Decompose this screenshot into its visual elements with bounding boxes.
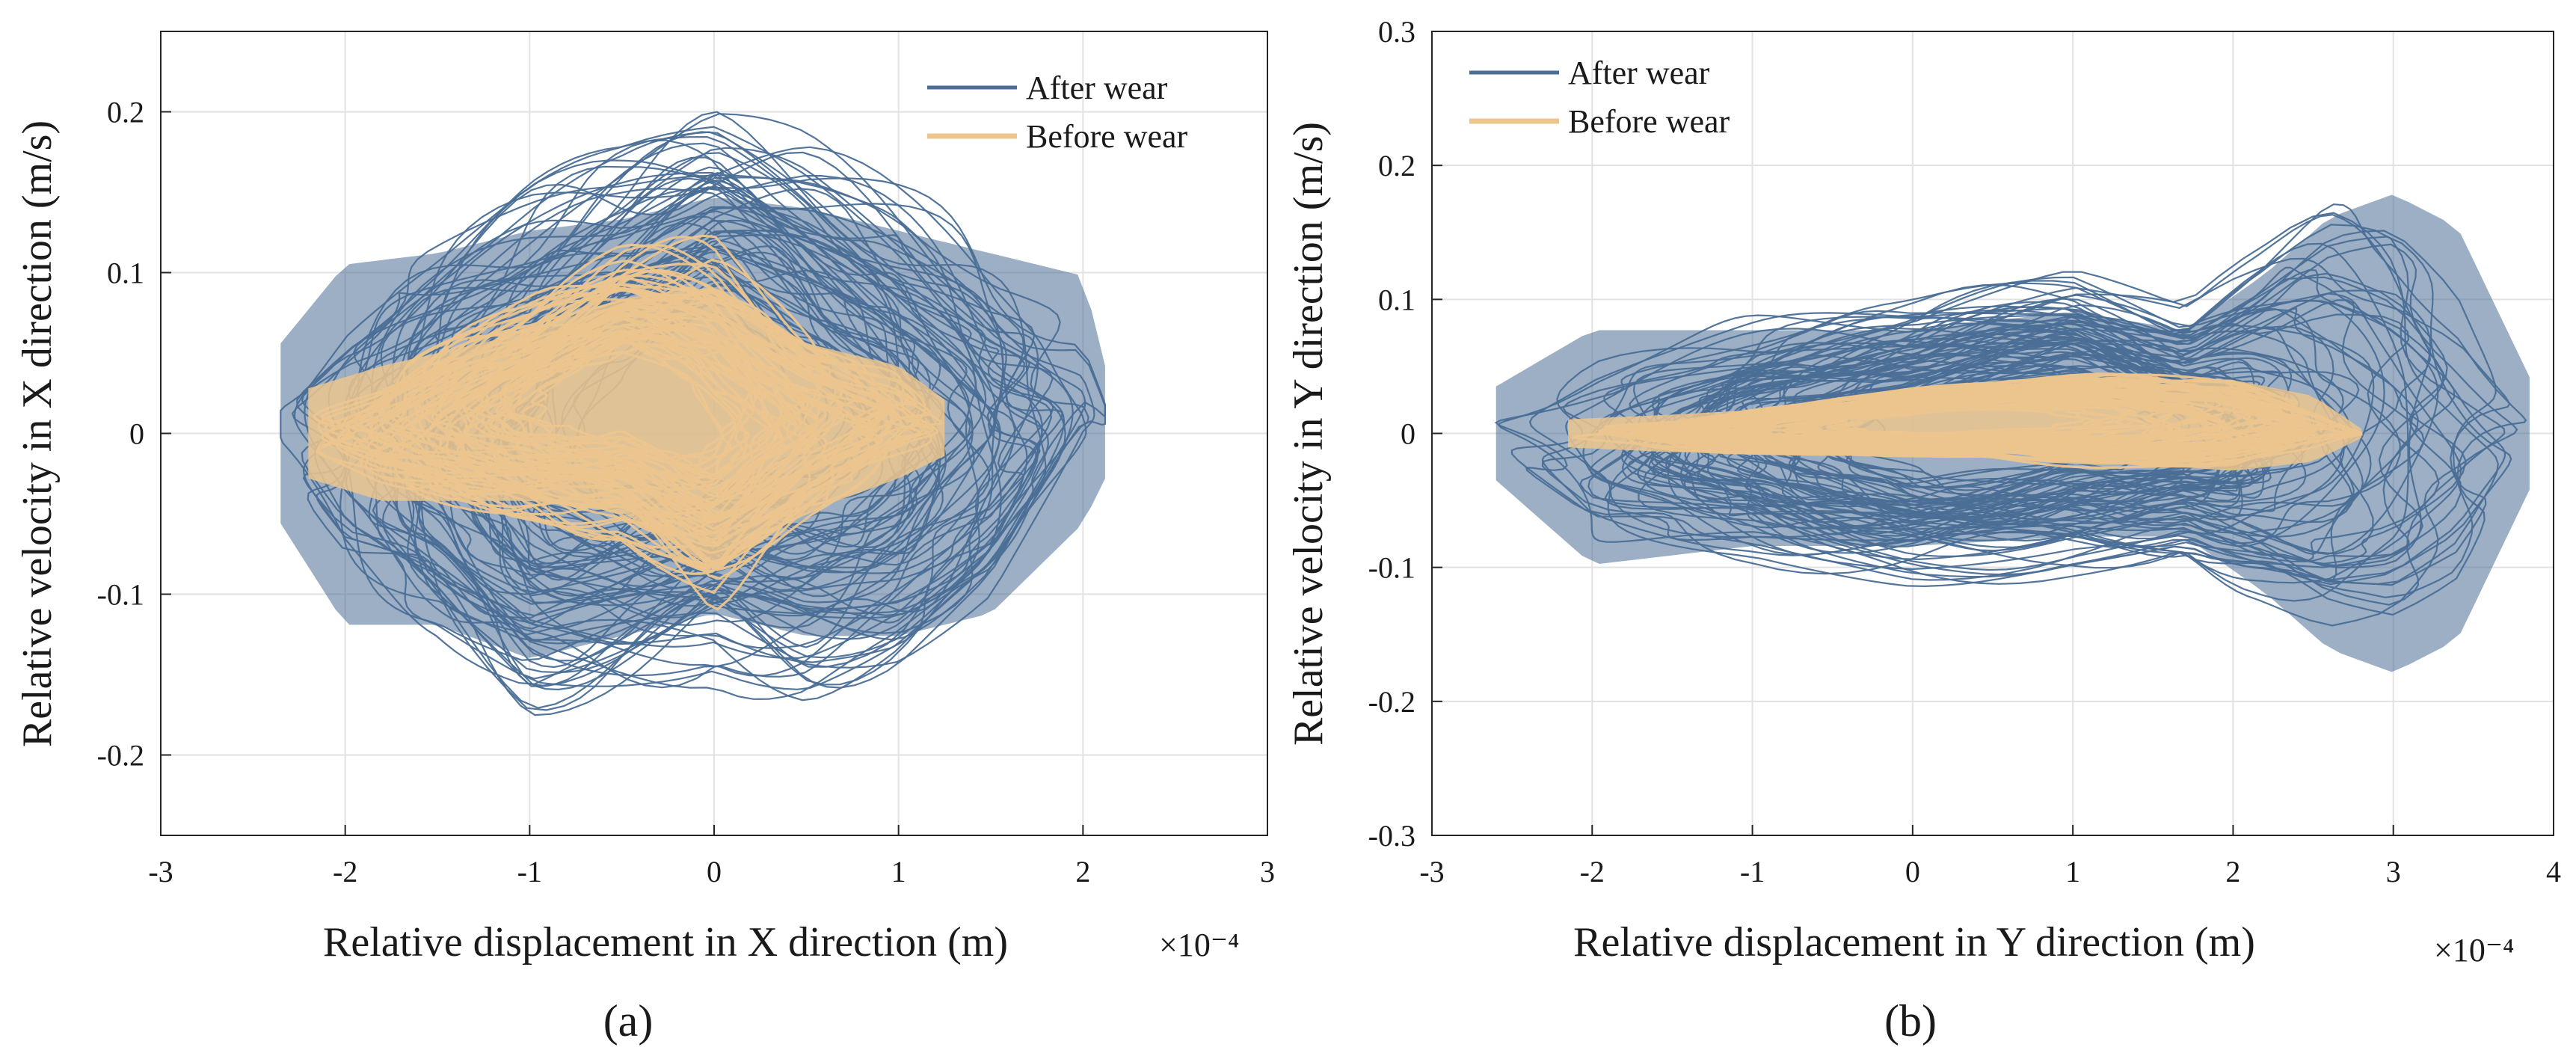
trajectory-loop bbox=[1807, 396, 2209, 444]
trajectory-loop bbox=[1582, 242, 2409, 602]
trajectory-loop bbox=[1729, 389, 2225, 448]
trajectory-loop bbox=[412, 298, 809, 530]
trajectory-loop bbox=[502, 338, 779, 479]
panel-a-x-ticks: -3 -2 -1 0 1 2 3 bbox=[148, 825, 1275, 888]
legend-label-before-wear: Before wear bbox=[1568, 103, 1730, 140]
panel-b-x-ticks: -3 -2 -1 0 1 2 3 4 bbox=[1419, 825, 2561, 888]
panel-a-y-ticks: -0.2 -0.1 0 0.1 0.2 bbox=[97, 96, 171, 773]
trajectory-loop bbox=[431, 307, 783, 498]
x-tick-label: -3 bbox=[1419, 855, 1444, 888]
y-tick-label: 0.1 bbox=[107, 257, 144, 290]
y-tick-label: 0.2 bbox=[107, 96, 144, 129]
y-tick-label: -0.2 bbox=[97, 739, 144, 773]
x-tick-label: -2 bbox=[333, 855, 357, 888]
trajectory-loop bbox=[489, 341, 770, 476]
trajectory-loop bbox=[353, 289, 896, 563]
panel-a-y-axis-label: Relative velocity in X direction (m/s) bbox=[14, 120, 61, 747]
legend-label-after-wear: After wear bbox=[1026, 70, 1168, 106]
y-tick-label: -0.3 bbox=[1368, 819, 1415, 853]
legend-label-after-wear: After wear bbox=[1568, 55, 1710, 91]
x-tick-label: 1 bbox=[2065, 855, 2080, 888]
panel-b-x-exponent-label: ×10⁻⁴ bbox=[2434, 932, 2514, 969]
y-tick-label: -0.1 bbox=[97, 578, 144, 612]
x-tick-label: 1 bbox=[891, 855, 906, 888]
trajectory-loop bbox=[385, 316, 819, 531]
trajectory-loop bbox=[1589, 327, 2344, 542]
trajectory-loop bbox=[399, 289, 836, 548]
x-tick-label: 2 bbox=[2225, 855, 2240, 888]
y-tick-label: -0.1 bbox=[1368, 551, 1415, 585]
trajectory-loop bbox=[315, 288, 885, 547]
x-tick-label: 2 bbox=[1075, 855, 1090, 888]
x-tick-label: 4 bbox=[2546, 855, 2561, 888]
x-tick-label: -2 bbox=[1580, 855, 1605, 888]
y-tick-label: -0.2 bbox=[1368, 685, 1415, 719]
trajectory-loop bbox=[1602, 379, 2363, 470]
y-tick-label: 0 bbox=[1401, 417, 1415, 451]
trajectory-loop bbox=[390, 268, 891, 536]
panel-b-legend: After wear Before wear bbox=[1469, 55, 1730, 140]
trajectory-loop bbox=[293, 126, 1066, 690]
trajectory-loop bbox=[486, 334, 723, 467]
trajectory-loop bbox=[1541, 276, 2462, 584]
y-tick-label: 0.3 bbox=[1378, 15, 1415, 49]
trajectory-loop bbox=[530, 344, 751, 478]
trajectory-loop bbox=[462, 303, 834, 504]
panel-a-series-before-wear bbox=[308, 234, 945, 611]
trajectory-loop bbox=[414, 275, 897, 535]
panel-a-x-exponent-label: ×10⁻⁴ bbox=[1159, 927, 1239, 963]
panel-b-y-ticks: -0.3 -0.2 -0.1 0 0.1 0.2 0.3 bbox=[1368, 15, 1442, 853]
trajectory-loop bbox=[496, 326, 802, 494]
y-tick-label: 0.1 bbox=[1378, 283, 1415, 316]
x-tick-label: 3 bbox=[2386, 855, 2401, 888]
legend-label-before-wear: Before wear bbox=[1026, 118, 1188, 155]
x-tick-label: 0 bbox=[1905, 855, 1920, 888]
panel-a-legend: After wear Before wear bbox=[927, 70, 1188, 155]
y-tick-label: 0 bbox=[129, 417, 144, 451]
trajectory-loop bbox=[421, 313, 876, 524]
trajectory-loop bbox=[443, 317, 748, 481]
panel-b-x-axis-label: Relative displacement in Y direction (m) bbox=[1573, 919, 2255, 966]
trajectory-loop bbox=[1825, 405, 2124, 437]
panel-b-series-before-wear bbox=[1568, 372, 2363, 471]
y-tick-label: 0.2 bbox=[1378, 149, 1415, 182]
trajectory-loop bbox=[346, 234, 926, 566]
trajectory-loop bbox=[1606, 213, 2506, 586]
x-tick-label: -1 bbox=[1740, 855, 1765, 888]
x-tick-label: -1 bbox=[517, 855, 542, 888]
panel-b-phase-portrait-y: -3 -2 -1 0 1 2 3 4 -0.3 -0.2 -0.1 0 0.1 0.2 0.3 Relat… bbox=[1285, 15, 2561, 1046]
trajectory-loop bbox=[342, 244, 935, 575]
x-tick-label: 3 bbox=[1260, 855, 1275, 888]
trajectory-loop bbox=[1691, 383, 2289, 455]
trajectory-loop bbox=[280, 135, 1043, 685]
trajectory-loop bbox=[1617, 381, 2312, 458]
panel-a-phase-portrait-x: -3 -2 -1 0 1 2 3 -0.2 -0.1 0 0.1 0.2 Relative disp… bbox=[14, 31, 1275, 1046]
x-tick-label: 0 bbox=[707, 855, 722, 888]
x-tick-label: -3 bbox=[148, 855, 173, 888]
panel-a-label: (a) bbox=[603, 996, 654, 1046]
panel-a-x-axis-label: Relative displacement in X direction (m) bbox=[323, 919, 1008, 966]
panel-b-label: (b) bbox=[1884, 996, 1937, 1046]
trajectory-loop bbox=[1565, 304, 2375, 556]
panel-b-y-axis-label: Relative velocity in Y direction (m/s) bbox=[1285, 122, 1332, 746]
